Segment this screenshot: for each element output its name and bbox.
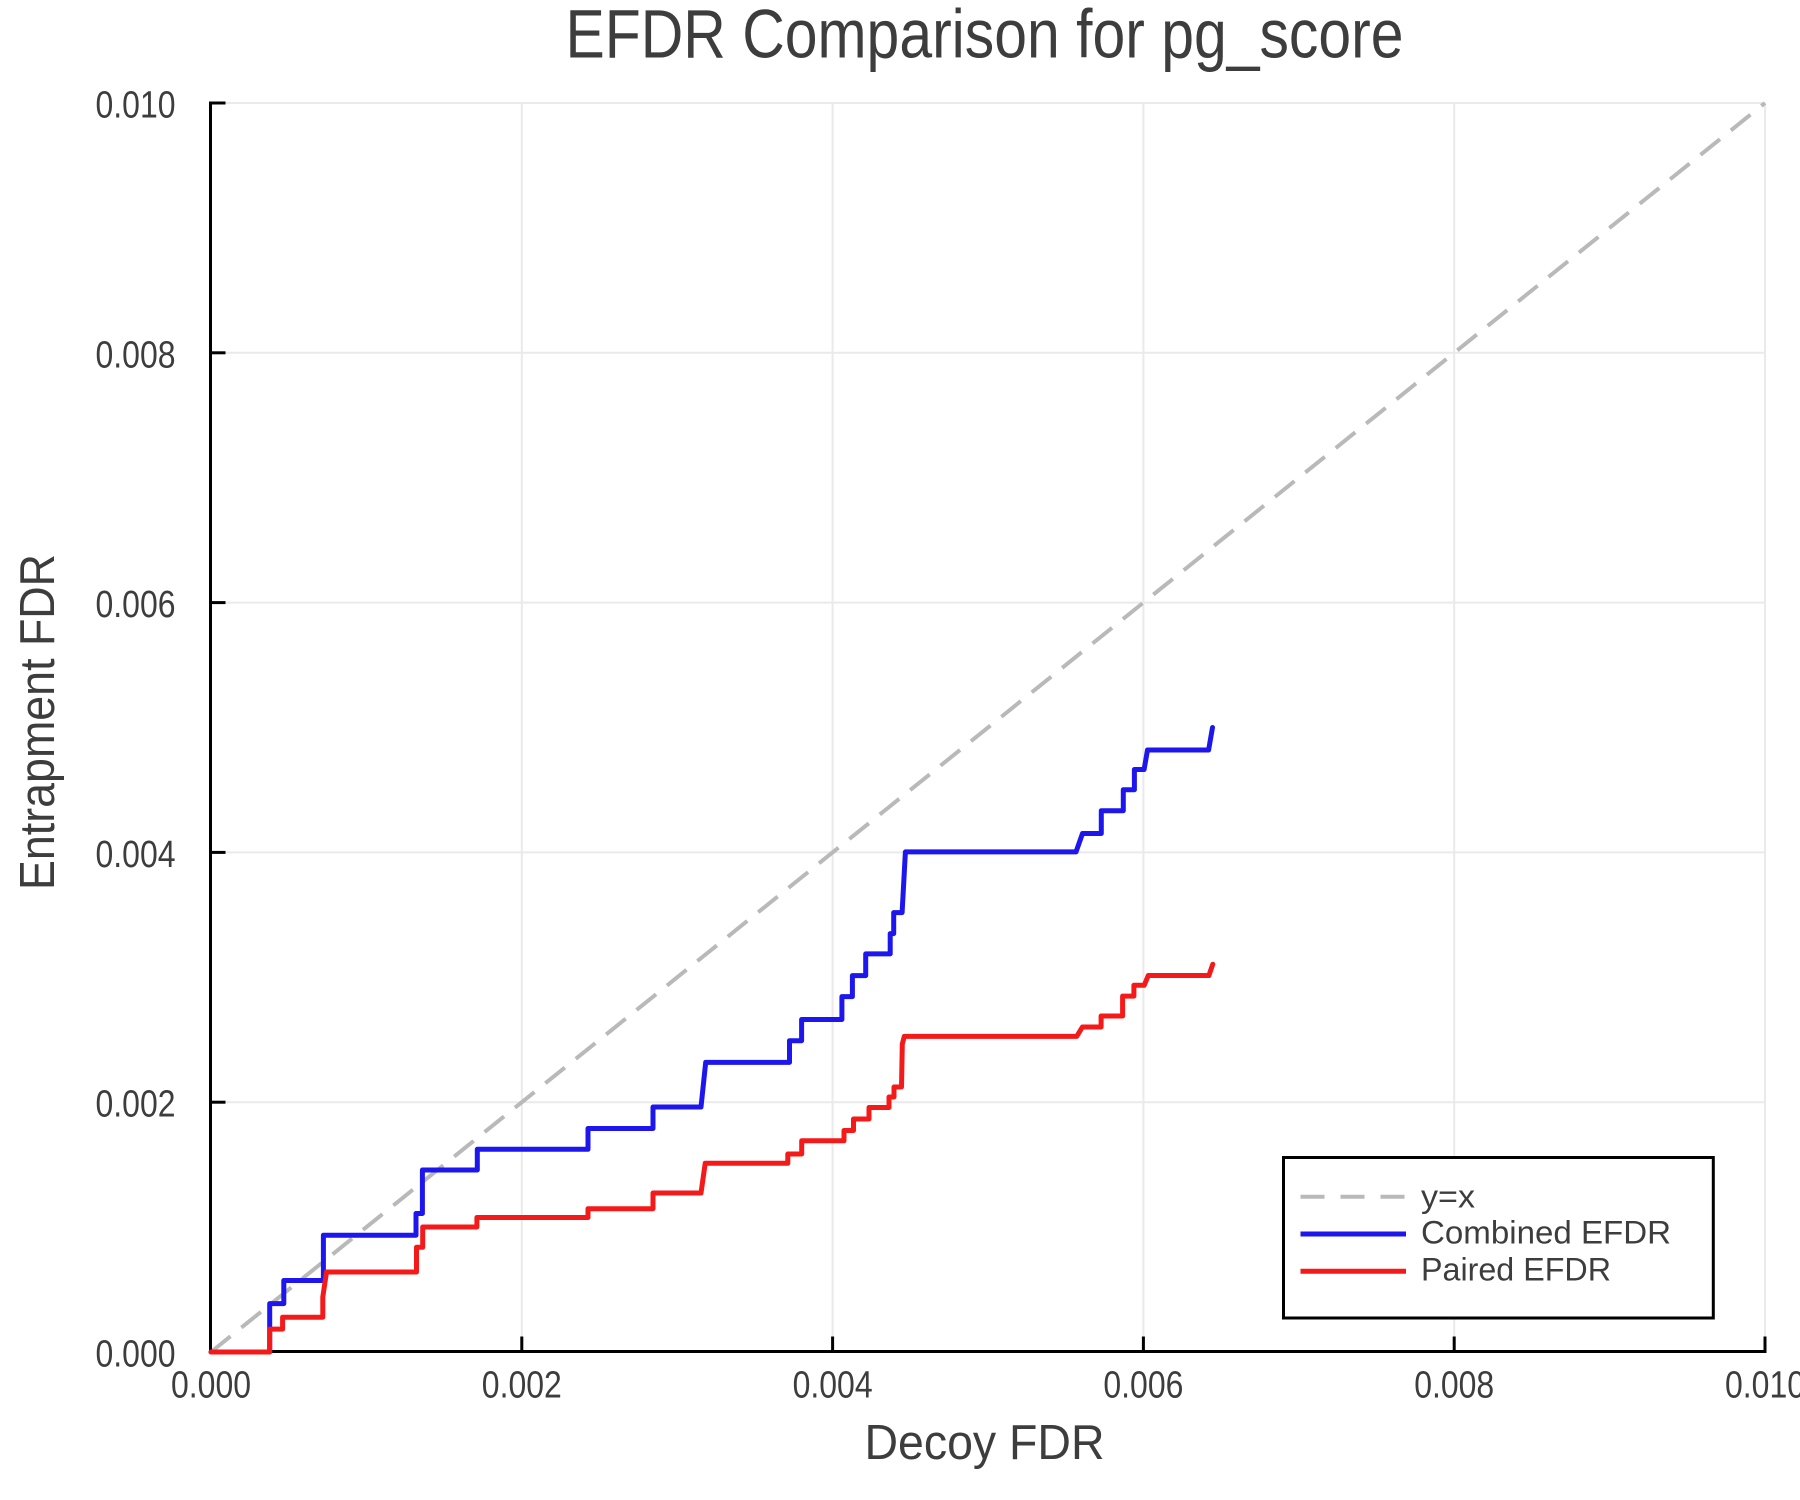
svg-text:0.004: 0.004 [793,1365,873,1407]
svg-text:Paired EFDR: Paired EFDR [1421,1252,1611,1288]
svg-text:0.002: 0.002 [96,1084,176,1126]
svg-text:Decoy FDR: Decoy FDR [865,1416,1105,1470]
svg-text:0.010: 0.010 [1725,1365,1800,1407]
svg-text:0.008: 0.008 [96,334,176,376]
svg-text:Entrapment FDR: Entrapment FDR [11,554,65,890]
svg-text:0.006: 0.006 [96,584,176,626]
svg-text:0.010: 0.010 [96,85,176,127]
svg-text:0.000: 0.000 [96,1334,176,1376]
svg-text:EFDR Comparison for pg_score: EFDR Comparison for pg_score [566,0,1404,73]
svg-text:0.002: 0.002 [482,1365,562,1407]
svg-text:Combined EFDR: Combined EFDR [1421,1214,1671,1250]
svg-text:0.004: 0.004 [96,834,176,876]
svg-text:0.006: 0.006 [1103,1365,1183,1407]
svg-text:0.008: 0.008 [1414,1365,1494,1407]
svg-text:y=x: y=x [1421,1178,1475,1214]
svg-text:0.000: 0.000 [171,1365,251,1407]
